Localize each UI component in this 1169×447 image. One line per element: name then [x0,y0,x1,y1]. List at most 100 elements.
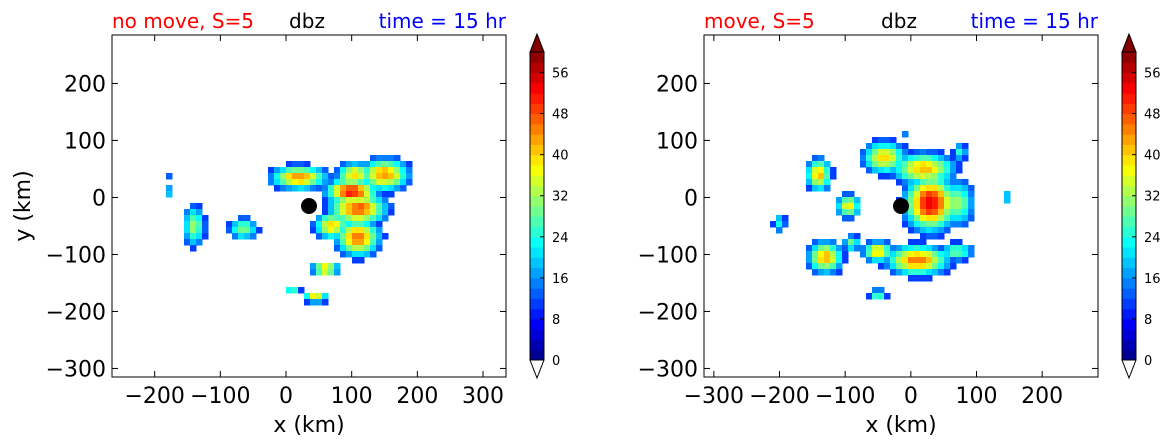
contour-cell [352,167,359,174]
contour-cell [346,179,353,186]
contour-cell [872,239,879,246]
contour-cell [926,197,933,204]
contour-cell [944,209,951,216]
contour-cell [914,215,921,222]
contour-cell [962,143,969,150]
contour-cell [394,179,401,186]
contour-cell [388,167,395,174]
contour-cell [956,221,963,228]
contour-cell [854,239,861,246]
contour-cell [370,221,377,228]
contour-cell [824,257,831,264]
contour-cell [358,203,365,210]
contour-cell [962,149,969,156]
contour-cell [950,179,957,186]
contour-cell [902,131,909,138]
contour-cell [364,167,371,174]
contour-cell [872,143,879,150]
colorbar-tick-label: 24 [1144,231,1161,246]
contour-cell [914,257,921,264]
contour-cell [310,185,317,192]
contour-cell [920,221,927,228]
contour-cell [902,155,909,162]
contour-cell [896,263,903,270]
contour-cell [860,161,867,168]
x-tick-label: −100 [815,384,875,409]
title-center: dbz [289,9,325,33]
contour-cell [818,173,825,180]
contour-cell [776,227,783,234]
contour-cell [382,191,389,198]
contour-cell [836,263,843,270]
colorbar-segment [530,267,544,279]
x-axis-label: x (km) [273,413,344,438]
contour-cell [166,191,173,198]
contour-cell [286,185,293,192]
contour-cell [908,221,915,228]
contour-cell [932,269,939,276]
colorbar-segment [1122,123,1136,135]
contour-cell [896,149,903,156]
contour-cell [328,203,335,210]
contour-cell [956,239,963,246]
contour-cell [376,239,383,246]
contour-cell [184,233,191,240]
contour-cell [860,155,867,162]
contour-cell [824,173,831,180]
y-axis-label: y (km) [11,170,36,241]
contour-cell [184,239,191,246]
contour-cell [950,161,957,168]
colorbar-left: 0 8 16 24 32 40 48 56 [529,32,569,380]
contour-cell [370,191,377,198]
contour-cell [872,155,879,162]
contour-cell [406,167,413,174]
contour-cell [250,227,257,234]
contour-cell [848,191,855,198]
colorbar-segment [1122,175,1136,186]
contour-cell [806,263,813,270]
contour-cell [830,251,837,258]
contour-cell [376,161,383,168]
contour-cell [950,251,957,258]
contour-cell [346,191,353,198]
contour-cell [920,191,927,198]
contour-cell [316,173,323,180]
contour-cell [836,251,843,258]
contour-cell [334,269,341,276]
x-tick-label: 0 [279,384,293,409]
contour-cell [316,185,323,192]
contour-cell [956,251,963,258]
contour-cell [944,173,951,180]
contour-cell [872,293,879,300]
contour-cell [860,251,867,258]
contour-cell [938,203,945,210]
y-tick-label: −300 [638,357,698,382]
contour-cell [890,257,897,264]
y-tick-label: 0 [684,186,698,211]
contour-cell [358,179,365,186]
contour-cell [352,245,359,252]
contour-cell [316,221,323,228]
contour-cell [184,209,191,216]
contour-cell [334,239,341,246]
contour-cell [938,209,945,216]
contour-cell [328,215,335,222]
contour-cell [346,197,353,204]
colorbar-segment [1122,134,1136,145]
contour-cell [866,143,873,150]
contour-cell [358,233,365,240]
contour-cell [908,227,915,234]
contour-cell [908,245,915,252]
contour-cell [376,167,383,174]
contour-cell [932,203,939,210]
contour-cell [902,269,909,276]
x-ticks: −300 −200 −100 0 100 200 [684,35,1063,409]
contour-cell [244,221,251,228]
contour-cell [322,227,329,234]
contour-cell [944,263,951,270]
contour-cell [316,269,323,276]
contour-cell [166,185,173,192]
contour-cell [818,257,825,264]
contour-cell [896,161,903,168]
contour-cell [950,167,957,174]
